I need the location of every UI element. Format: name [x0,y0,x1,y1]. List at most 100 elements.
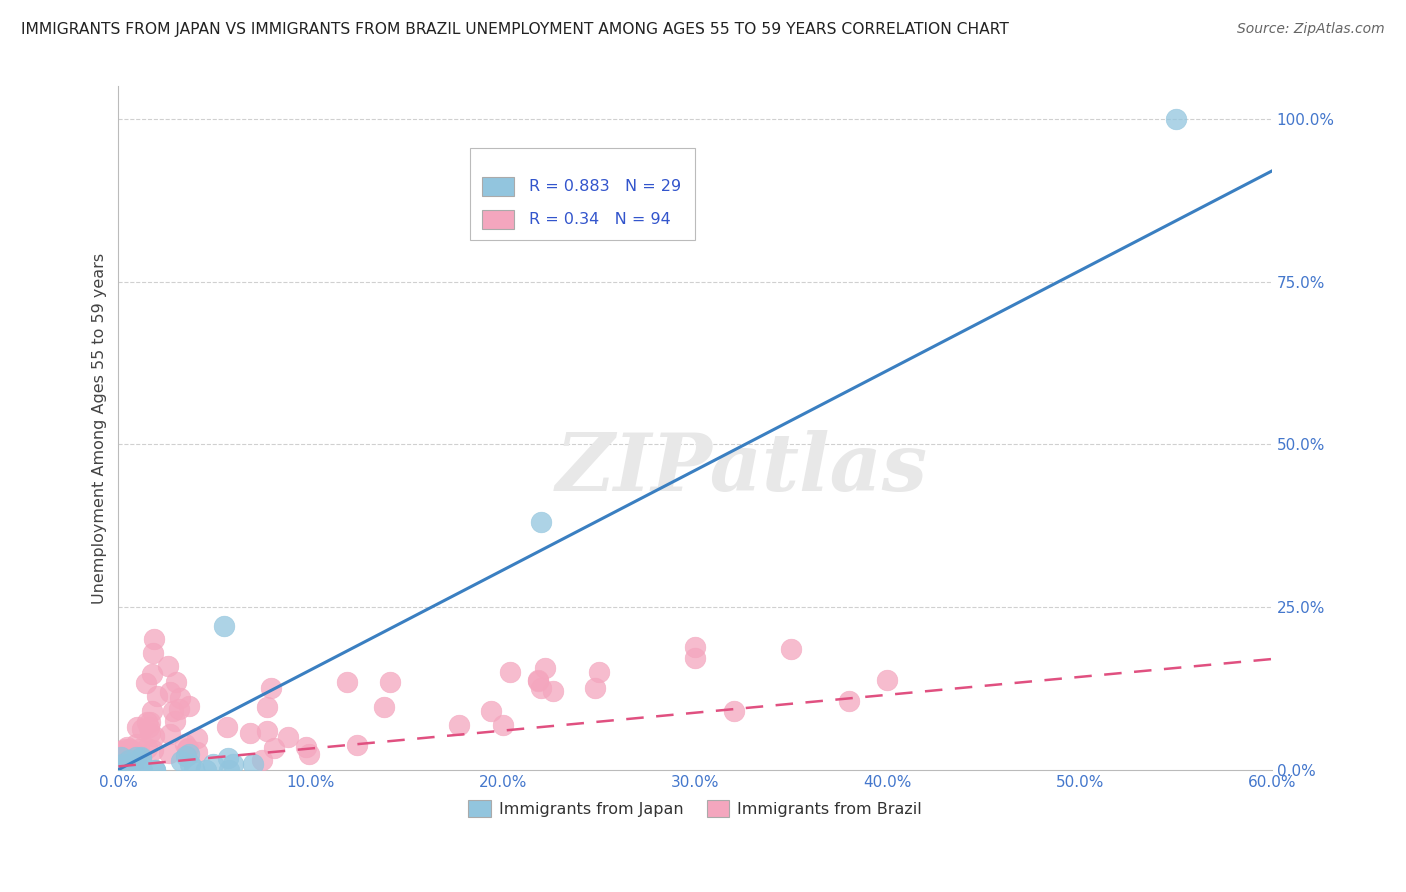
Point [876,673,898,687]
Point [139,714,162,729]
Point [176,742,198,756]
Point [118,756,141,771]
Point [131,763,153,777]
Point [174,748,197,763]
Point [683,640,706,654]
Point [136,714,159,729]
Point [124,763,146,777]
Point [120,747,142,761]
Point [217,751,239,765]
Point [110,750,132,764]
Point [346,738,368,752]
Point [526,674,548,689]
Point [129,761,152,775]
Point [115,739,138,754]
Point [114,742,136,756]
Point [156,658,179,673]
Point [121,763,143,777]
Point [118,754,141,768]
Point [215,720,238,734]
Point [122,763,145,777]
Point [238,726,260,740]
Point [242,756,264,771]
Point [179,699,201,714]
Point [117,758,139,772]
Point [1164,112,1187,126]
FancyBboxPatch shape [482,178,515,196]
Point [142,646,165,660]
Point [373,700,395,714]
Point [277,730,299,744]
Point [135,741,157,756]
Point [186,745,208,759]
Point [202,756,225,771]
Point [159,685,181,699]
Point [138,720,160,734]
Point [298,747,321,761]
Point [111,750,134,764]
Point [221,757,243,772]
Point [492,718,515,732]
Text: IMMIGRANTS FROM JAPAN VS IMMIGRANTS FROM BRAZIL UNEMPLOYMENT AMONG AGES 55 TO 59: IMMIGRANTS FROM JAPAN VS IMMIGRANTS FROM… [21,22,1010,37]
Legend: Immigrants from Japan, Immigrants from Brazil: Immigrants from Japan, Immigrants from B… [461,794,928,823]
Point [263,740,285,755]
Point [125,750,148,764]
Point [167,701,190,715]
Point [250,753,273,767]
Point [145,689,167,703]
Point [141,666,163,681]
Point [780,642,803,657]
Point [131,722,153,736]
Point [110,763,132,777]
Point [256,700,278,714]
Point [256,723,278,738]
Point [530,681,553,696]
Point [120,755,142,769]
Point [114,758,136,772]
Point [159,746,181,760]
Point [380,674,402,689]
Point [120,756,142,771]
Point [110,750,132,764]
Point [159,727,181,741]
Point [111,763,134,777]
Point [120,752,142,766]
Point [121,751,143,765]
Point [179,756,201,771]
Point [108,751,131,765]
Point [683,651,706,665]
Point [260,681,283,695]
Point [112,763,135,777]
Point [108,744,131,758]
FancyBboxPatch shape [482,210,515,229]
Point [723,704,745,718]
Point [212,619,235,633]
Text: Source: ZipAtlas.com: Source: ZipAtlas.com [1237,22,1385,37]
Point [186,731,208,745]
Point [142,729,165,743]
Point [530,515,553,529]
Point [173,738,195,752]
Point [118,742,141,756]
Point [449,718,471,732]
Point [111,757,134,772]
Point [527,673,550,687]
Point [534,660,557,674]
Point [125,737,148,751]
Point [588,665,610,679]
Point [118,753,141,767]
Point [120,753,142,767]
Text: ZIPatlas: ZIPatlas [555,430,928,508]
Point [141,705,163,719]
Text: R = 0.883   N = 29: R = 0.883 N = 29 [529,179,681,194]
Point [336,675,359,690]
Point [128,742,150,756]
Point [112,744,135,758]
Y-axis label: Unemployment Among Ages 55 to 59 years: Unemployment Among Ages 55 to 59 years [93,252,107,604]
Point [583,681,606,695]
Point [111,754,134,768]
Point [118,760,141,774]
Point [117,756,139,771]
Point [165,675,187,690]
Point [142,743,165,757]
